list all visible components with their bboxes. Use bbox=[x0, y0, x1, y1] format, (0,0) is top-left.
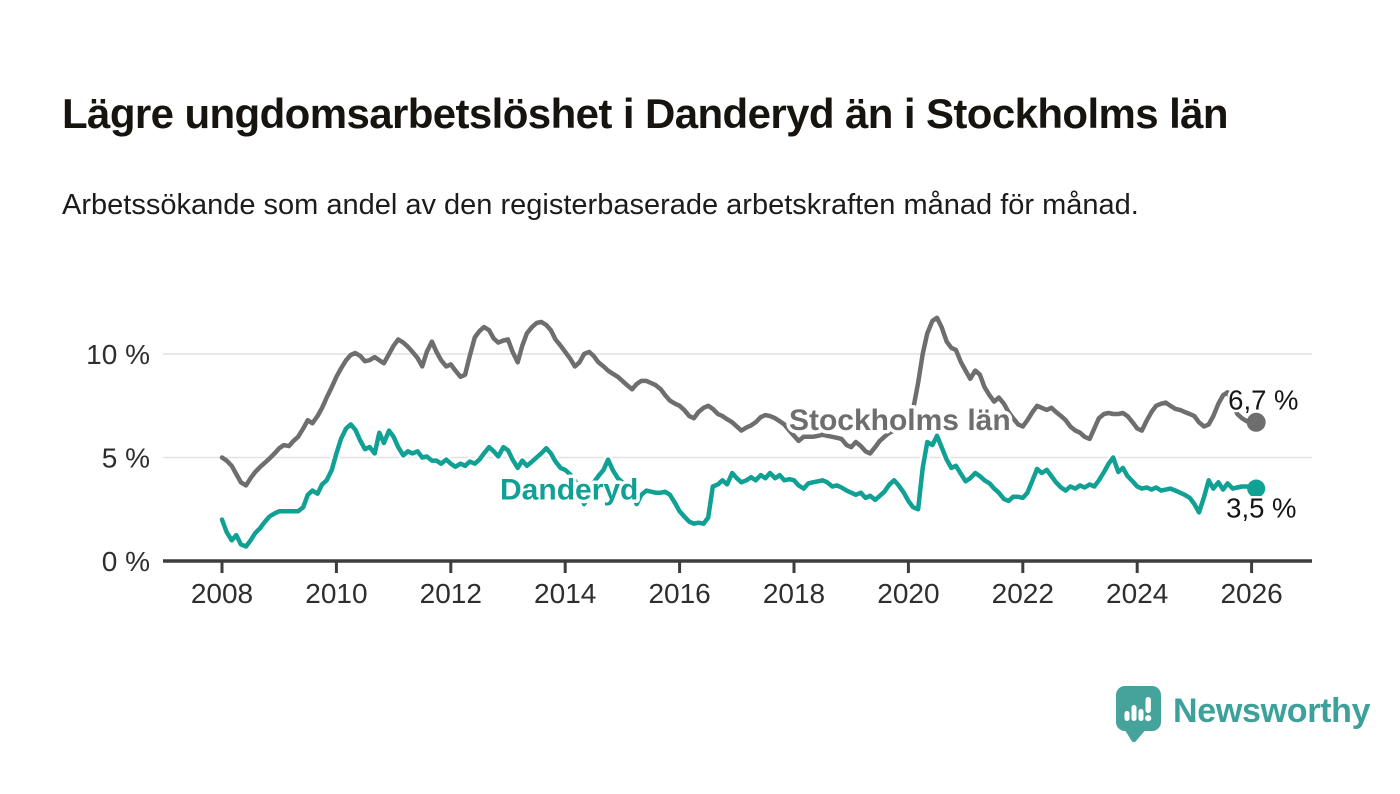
series-label-danderyd: Danderyd bbox=[500, 474, 638, 507]
x-tick-label: 2024 bbox=[1106, 578, 1168, 609]
brand-wordmark: Newsworthy bbox=[1173, 691, 1371, 730]
x-tick-label: 2016 bbox=[648, 578, 710, 609]
series-label-stockholms-lan: Stockholms län bbox=[789, 404, 1011, 437]
x-tick-label: 2018 bbox=[763, 578, 825, 609]
y-tick-label: 10 % bbox=[86, 339, 150, 370]
x-tick-label: 2010 bbox=[305, 578, 367, 609]
end-value-label-danderyd: 3,5 % bbox=[1226, 493, 1296, 524]
x-tick-label: 2014 bbox=[534, 578, 596, 609]
y-tick-label: 5 % bbox=[102, 443, 150, 474]
series-end-dot-stockholms-lan bbox=[1246, 412, 1266, 432]
series-end-dot-danderyd bbox=[1247, 479, 1266, 498]
y-tick-label: 0 % bbox=[102, 546, 150, 577]
x-tick-label: 2012 bbox=[420, 578, 482, 609]
page-title: Lägre ungdomsarbetslöshet i Danderyd än … bbox=[62, 90, 1229, 138]
x-tick-label: 2022 bbox=[992, 578, 1054, 609]
x-tick-label: 2026 bbox=[1220, 578, 1282, 609]
unemployment-line-chart: 2008 2010 2012 2014 2016 2018 2020 2022 2024 2026… bbox=[86, 315, 1312, 609]
page-subtitle: Arbetssökande som andel av den registerb… bbox=[62, 189, 1139, 221]
end-value-label-stockholms-lan: 6,7 % bbox=[1228, 384, 1298, 415]
newsworthy-chart-bubble-icon bbox=[1116, 686, 1161, 743]
x-tick-label: 2020 bbox=[877, 578, 939, 609]
series-line-danderyd bbox=[219, 422, 1259, 549]
x-tick-label: 2008 bbox=[191, 578, 253, 609]
newsworthy-logo: Newsworthy bbox=[1115, 684, 1371, 744]
series-line-stockholms-lan bbox=[219, 315, 1259, 488]
